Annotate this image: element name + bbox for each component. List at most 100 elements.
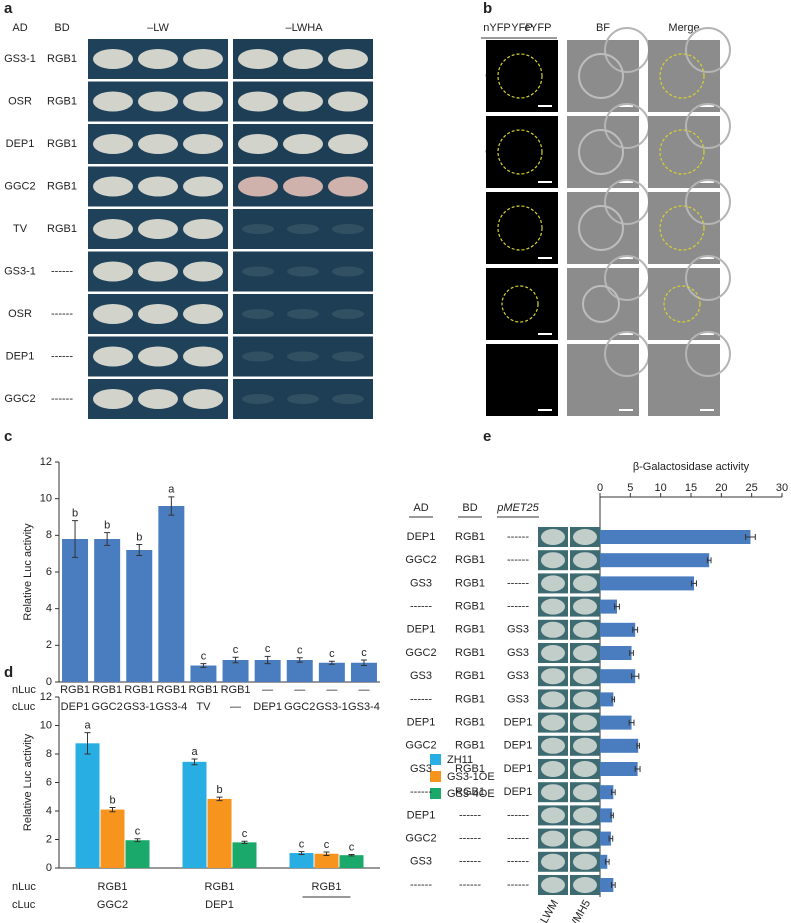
legend-swatch [430, 754, 441, 765]
row-label: GS3-1 [4, 265, 36, 277]
column-header: AD [413, 502, 428, 514]
panel-label: a [4, 0, 13, 17]
significance-letter: c [324, 839, 330, 851]
bar [100, 809, 125, 868]
row-label: RGB1 [455, 647, 485, 659]
row-label: GS3 [410, 577, 432, 589]
colony [138, 49, 178, 69]
error-bar [745, 534, 756, 540]
bar [600, 738, 639, 753]
significance-letter: b [109, 794, 115, 806]
significance-letter: c [361, 647, 367, 659]
colony [238, 49, 278, 69]
colony [541, 691, 565, 708]
column-header: nYFP [483, 22, 511, 34]
row-label: ------ [507, 833, 529, 845]
bar [600, 831, 611, 846]
row-label: ------ [410, 879, 432, 891]
x-tick-label: — [326, 684, 337, 696]
colony [238, 176, 278, 197]
row-label: DEP1 [504, 763, 533, 775]
row-label: GS3 [507, 647, 529, 659]
colony [573, 529, 597, 545]
colony [573, 737, 597, 754]
x-tick-label: RGB1 [98, 881, 128, 893]
colony [238, 91, 278, 112]
bar [94, 539, 121, 682]
cell [497, 129, 543, 175]
row-label: DEP1 [407, 531, 436, 543]
column-header: pMET25 [496, 502, 539, 514]
row-label: ------ [410, 693, 432, 705]
colony [573, 877, 597, 893]
colony [93, 304, 133, 324]
micrograph [648, 344, 720, 416]
error-bar [691, 580, 697, 587]
colony [541, 853, 565, 870]
column-header: BD [462, 502, 477, 514]
x-tick-label: GGC2 [92, 701, 123, 713]
micrograph [648, 268, 720, 340]
colony [328, 176, 368, 197]
row-label: RGB1 [47, 53, 77, 65]
error-bar [360, 659, 367, 666]
micrograph [567, 116, 639, 188]
bar [339, 855, 364, 868]
y-tick-label: 0 [46, 676, 52, 688]
bar [600, 646, 632, 660]
colony [332, 351, 364, 362]
x-tick-label: RGB1 [156, 684, 186, 696]
error-bar [608, 835, 614, 842]
bar [182, 761, 207, 868]
row-label: GGC2 [4, 180, 35, 192]
row-label: ------ [410, 601, 432, 613]
error-bar [634, 766, 641, 772]
column-header: BD [54, 22, 69, 34]
row-label: DEP1 [6, 138, 35, 150]
column-header: cYFP [525, 22, 552, 34]
row-label: ------ [459, 856, 481, 868]
bar [600, 622, 636, 637]
condition-header: –LWHA [285, 22, 323, 34]
colony [328, 134, 368, 154]
x-tick-label: RGB1 [221, 684, 251, 696]
micrograph [486, 192, 558, 264]
bar [126, 550, 153, 682]
panel-label: d [4, 664, 13, 681]
colony [573, 853, 597, 870]
panel-label: c [4, 428, 12, 445]
row-label: DEP1 [6, 350, 35, 362]
error-bar [232, 656, 239, 664]
colony [573, 621, 597, 638]
channel-header: Merge [668, 22, 699, 34]
row-label: DEP1 [504, 740, 533, 752]
cell [685, 255, 731, 301]
colony [138, 176, 178, 197]
x-tick-label: 0 [597, 482, 603, 494]
x-tick-label: RGB1 [60, 684, 90, 696]
error-bar [191, 758, 198, 766]
cell [497, 53, 543, 99]
row-label: GGC2 [4, 393, 35, 405]
x-axis-label: β-Galactosidase activity [633, 461, 750, 473]
row-label: TV [13, 223, 28, 235]
row-label: ------ [459, 809, 481, 821]
y-tick-label: 6 [46, 566, 52, 578]
legend-label: GS3-1OE [447, 771, 495, 783]
plate-label: LWMH5 [563, 898, 593, 923]
colony [93, 176, 133, 197]
y-axis-label: Relative Luc activity [22, 523, 34, 621]
colony [541, 621, 565, 638]
row-label: ------ [410, 786, 432, 798]
colony [93, 134, 133, 154]
x-tick-label: TV [196, 701, 211, 713]
bar [232, 842, 257, 868]
row-label: ------ [51, 350, 73, 362]
significance-letter: a [168, 484, 175, 496]
significance-letter: c [233, 644, 239, 656]
colony [573, 714, 597, 731]
bar [600, 878, 614, 892]
x-tick-label: GGC2 [284, 701, 315, 713]
colony [541, 575, 565, 592]
